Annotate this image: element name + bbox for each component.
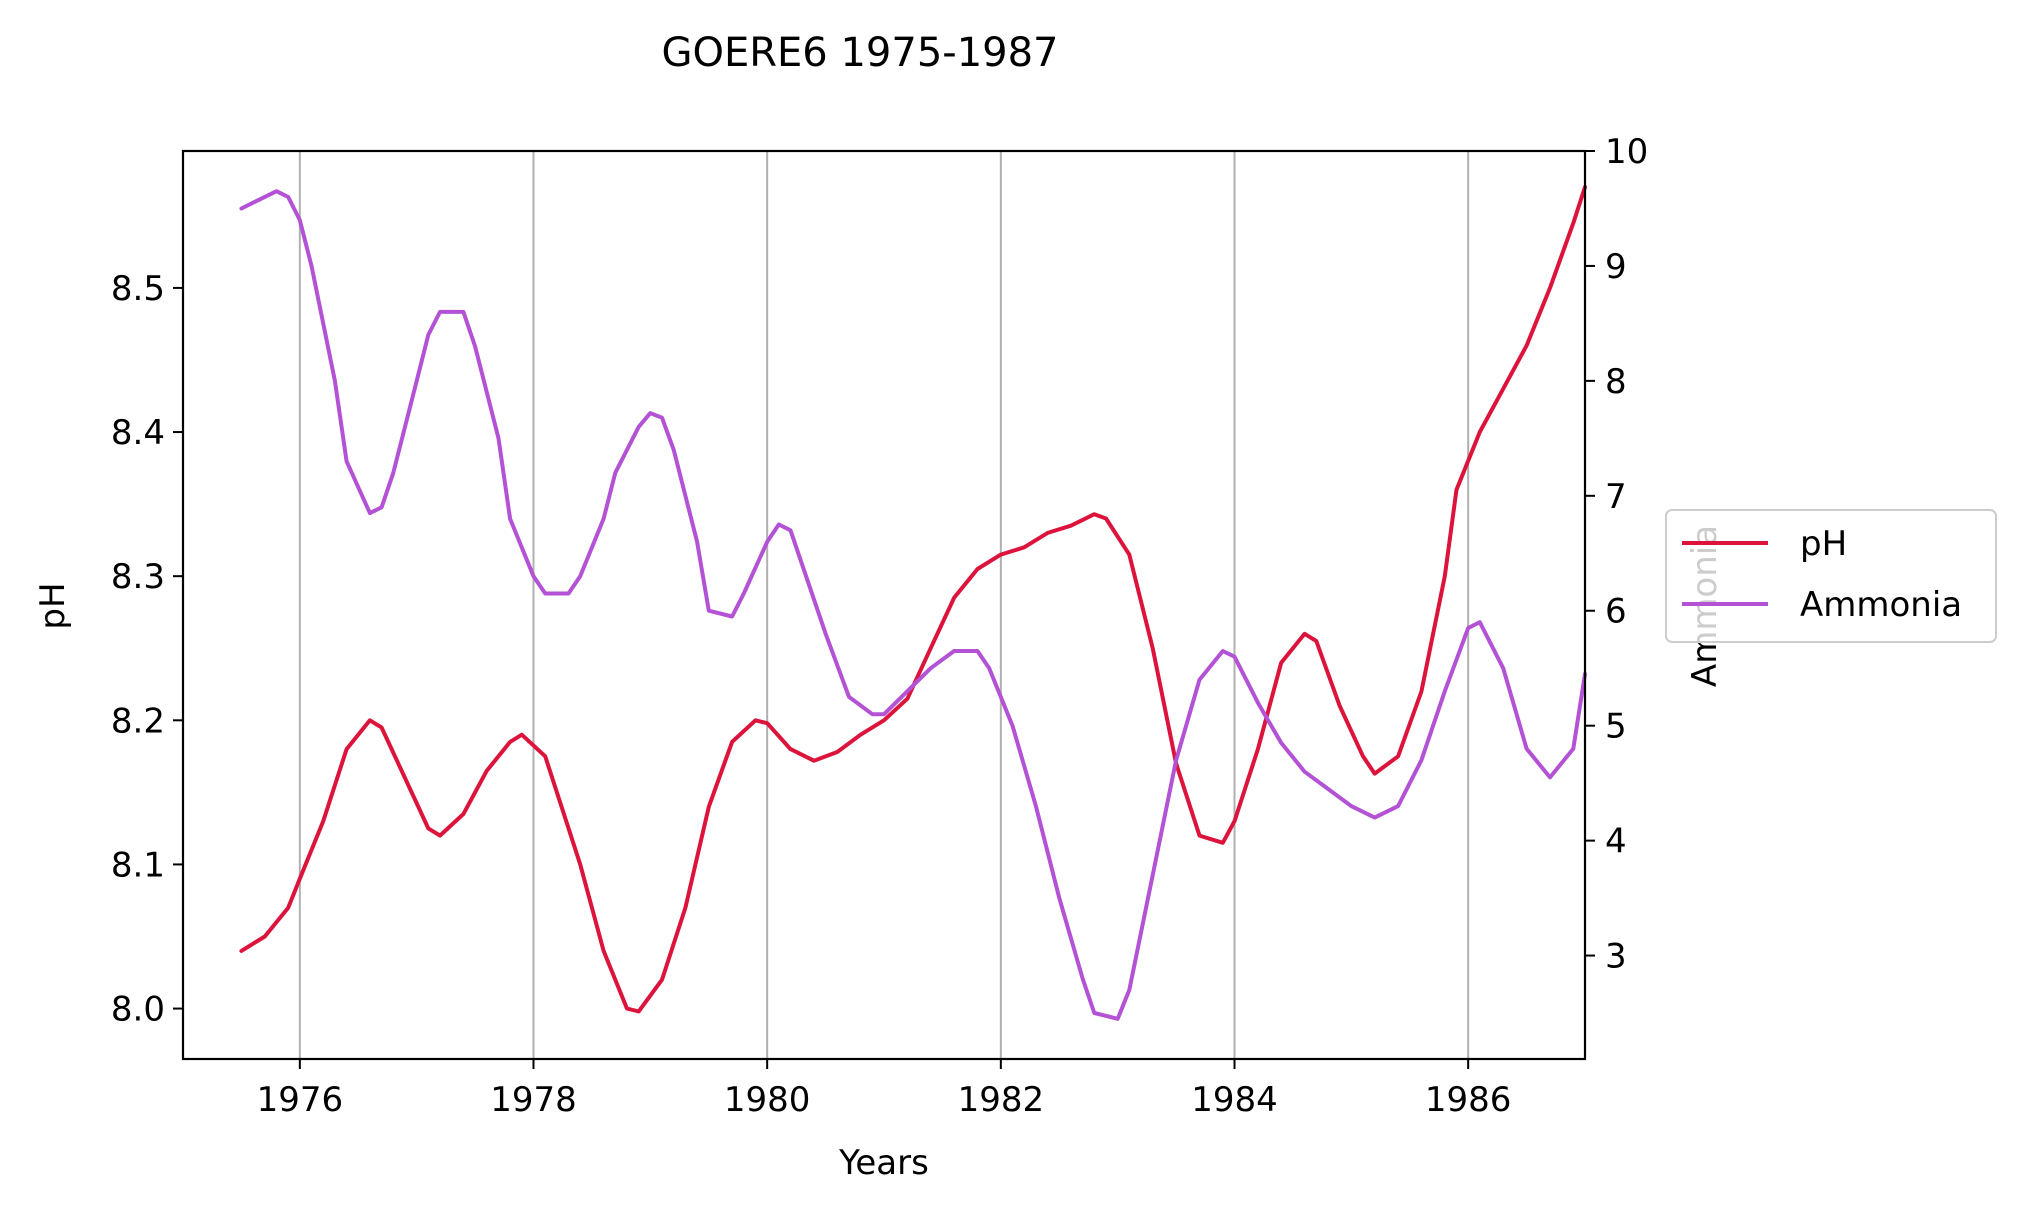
y2-tick-label: 7 bbox=[1605, 477, 1627, 517]
series-line-ammonia bbox=[239, 189, 1587, 1021]
y-tick-label: 8.0 bbox=[111, 990, 165, 1030]
y2-tick-label: 4 bbox=[1605, 822, 1627, 862]
series-line-ph bbox=[239, 185, 1587, 1014]
x-tick-label: 1986 bbox=[1425, 1080, 1512, 1120]
y-tick-label: 8.3 bbox=[111, 557, 165, 597]
grid-lines bbox=[298, 151, 1470, 1059]
legend-label-ammonia: Ammonia bbox=[1800, 585, 1962, 625]
legend-label-ph: pH bbox=[1800, 524, 1847, 564]
x-tick-label: 1976 bbox=[257, 1080, 344, 1120]
y-tick-label: 8.2 bbox=[111, 701, 165, 741]
y-tick-label: 8.4 bbox=[111, 413, 165, 453]
x-axis-label: Years bbox=[838, 1143, 929, 1183]
x-tick-label: 1980 bbox=[724, 1080, 811, 1120]
series-layer bbox=[239, 185, 1587, 1021]
y2-tick-label: 10 bbox=[1605, 132, 1648, 172]
x-tick-label: 1982 bbox=[958, 1080, 1045, 1120]
y-axis-left: 8.0 8.1 8.2 8.3 8.4 8.5 bbox=[111, 269, 183, 1030]
chart-title: GOERE6 1975-1987 bbox=[661, 30, 1058, 76]
y2-tick-label: 8 bbox=[1605, 362, 1627, 402]
legend: pH Ammonia bbox=[1665, 509, 1997, 643]
y-tick-label: 8.5 bbox=[111, 269, 165, 309]
y2-tick-label: 3 bbox=[1605, 937, 1627, 977]
y2-tick-label: 9 bbox=[1605, 247, 1627, 287]
y2-tick-label: 6 bbox=[1605, 592, 1627, 632]
plot-frame bbox=[181, 149, 1587, 1061]
y-axis-label: pH bbox=[33, 582, 73, 629]
y2-tick-label: 5 bbox=[1605, 707, 1627, 747]
x-tick-label: 1978 bbox=[490, 1080, 577, 1120]
x-axis: 1976 1978 1980 1982 1984 1986 bbox=[257, 1059, 1512, 1120]
x-tick-label: 1984 bbox=[1191, 1080, 1278, 1120]
y-axis-right: 3 4 5 6 7 8 9 10 bbox=[1585, 132, 1648, 977]
y-tick-label: 8.1 bbox=[111, 845, 165, 885]
